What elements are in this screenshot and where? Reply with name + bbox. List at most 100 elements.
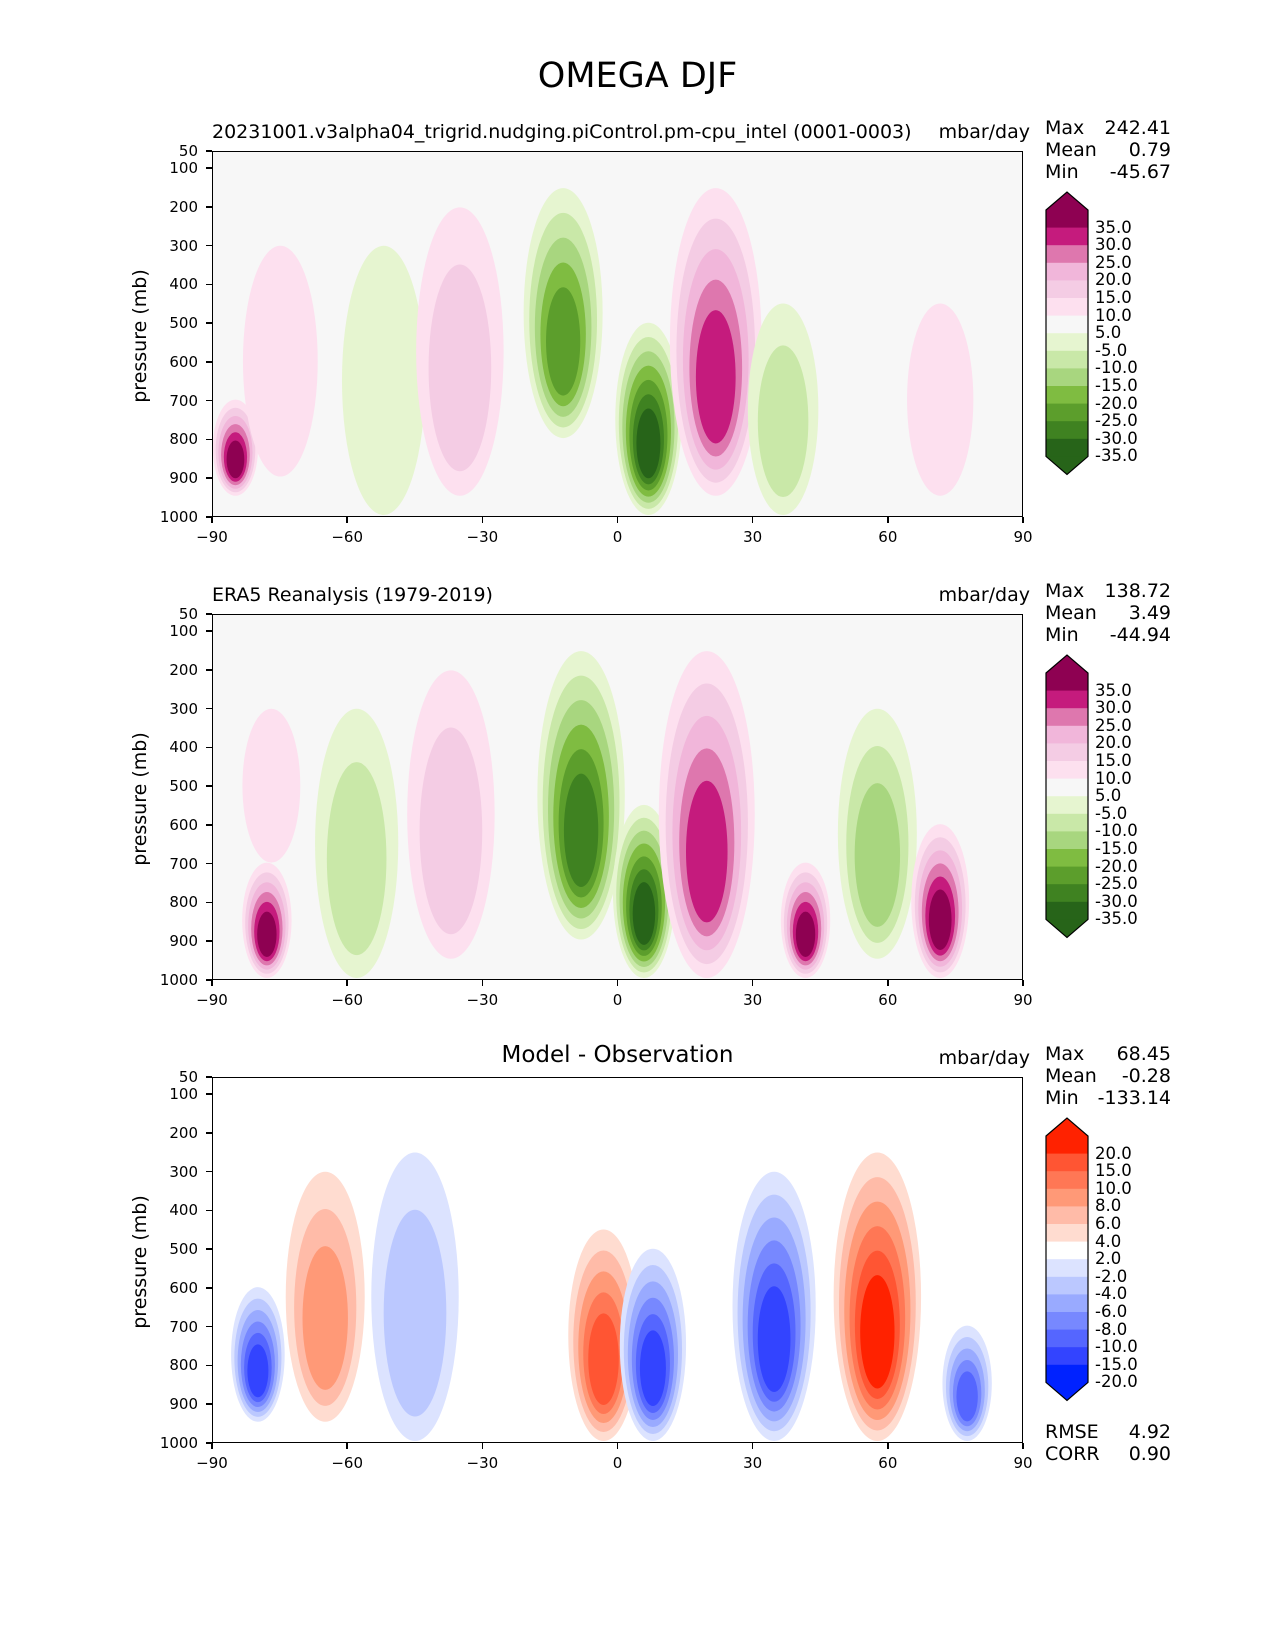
x-tick-label: −90: [196, 1454, 228, 1472]
y-tick-mark: [206, 1325, 212, 1328]
colorbar-tick-label: 6.0: [1095, 1214, 1122, 1233]
contour-feature: [911, 824, 970, 978]
contour-feature: [658, 651, 755, 978]
colorbar-tick-label: -20.0: [1095, 1372, 1138, 1392]
colorbar-swatch: [1046, 1276, 1088, 1295]
colorbar-tick-label: -35.0: [1095, 909, 1138, 929]
colorbar-swatch: [1046, 368, 1088, 387]
contour-band: [685, 780, 728, 923]
colorbar-tick-label: -20.0: [1095, 393, 1138, 413]
y-tick-label: 50: [178, 1068, 198, 1086]
colorbar-tick-label: 25.0: [1095, 252, 1132, 272]
colorbar-swatch: [1046, 438, 1088, 457]
colorbar-tick-label: 5.0: [1095, 323, 1122, 343]
contour-band: [795, 911, 816, 957]
colorbar-swatch: [1046, 1136, 1088, 1155]
x-tick-label: 90: [1013, 991, 1033, 1009]
stat-mean-label: Mean: [1045, 602, 1097, 624]
colorbar-tick-label: 25.0: [1095, 715, 1132, 735]
stat-min-label: Min: [1045, 1087, 1079, 1109]
stat-mean-value: 0.79: [1128, 139, 1171, 161]
stat-max-label: Max: [1045, 580, 1085, 602]
stat-max-value: 138.72: [1104, 580, 1171, 602]
y-tick-mark: [206, 438, 212, 441]
y-tick-mark: [206, 979, 212, 981]
colorbar-swatch: [1046, 1329, 1088, 1348]
colorbar-tick-label: 4.0: [1095, 1231, 1122, 1251]
figure-title: OMEGA DJF: [537, 56, 738, 96]
y-tick-label: 200: [169, 660, 198, 679]
colorbar-swatch: [1046, 743, 1088, 762]
colorbar-outline: [1045, 1117, 1089, 1402]
x-tick-mark: [751, 1443, 754, 1449]
colorbar-tick-label: -5.0: [1095, 803, 1128, 823]
colorbar-swatch: [1046, 1188, 1088, 1207]
x-tick-mark: [1022, 1443, 1024, 1449]
contour-band: [956, 1371, 978, 1422]
stat-max-label: Max: [1045, 117, 1085, 139]
contour-field: [213, 188, 974, 515]
x-tick-mark: [887, 980, 889, 986]
y-tick-mark: [206, 785, 212, 787]
colorbar-tick-label: 15.0: [1095, 1161, 1132, 1181]
stat-mean-label: Mean: [1045, 1065, 1097, 1087]
y-tick-label: 500: [169, 314, 198, 333]
contour-feature: [942, 1325, 992, 1441]
contour-feature: [315, 708, 399, 978]
colorbar-swatch: [1046, 350, 1088, 369]
contour-feature: [837, 708, 917, 959]
contour-band: [928, 889, 952, 950]
colorbar-swatch: [1046, 778, 1088, 797]
y-tick-mark: [206, 613, 212, 615]
colorbar-bar: [1045, 1117, 1089, 1402]
colorbar-swatch: [1046, 386, 1088, 405]
colorbar-tick-label: -25.0: [1095, 411, 1138, 431]
contour-feature: [416, 207, 504, 496]
colorbar-swatch: [1046, 884, 1088, 903]
stats-box: Max 138.72 Mean 3.49 Min -44.94: [1045, 580, 1171, 646]
contour-band: [341, 245, 426, 515]
contour-feature: [523, 188, 603, 439]
x-tick-mark: [887, 517, 889, 523]
x-tick-label: −90: [196, 991, 228, 1009]
contour-feature: [780, 862, 831, 978]
contour-feature: [242, 862, 292, 978]
stat-max-value: 68.45: [1116, 1043, 1171, 1065]
colorbar-tick-label: 10.0: [1095, 305, 1132, 325]
x-tick-mark: [346, 980, 348, 986]
colorbar-swatch: [1046, 1206, 1088, 1225]
stat-max-value: 242.41: [1104, 117, 1171, 139]
x-tick-mark: [887, 1443, 889, 1449]
contour-band: [860, 1275, 895, 1389]
colorbar-swatch: [1046, 1224, 1088, 1243]
x-tick-label: 60: [878, 1454, 898, 1472]
contour-feature: [615, 322, 682, 515]
contour-band: [242, 245, 318, 477]
y-tick-label: 700: [169, 1317, 198, 1336]
panel-title: ERA5 Reanalysis (1979-2019): [212, 584, 493, 606]
y-tick-mark: [206, 1132, 212, 1134]
colorbar-swatch: [1046, 831, 1088, 850]
panel-title: Model - Observation: [501, 1042, 734, 1068]
rmse-label: RMSE: [1045, 1421, 1099, 1443]
x-tick-mark: [1022, 517, 1024, 523]
stat-mean-label: Mean: [1045, 139, 1097, 161]
y-tick-label: 1000: [159, 971, 198, 989]
metrics-box: RMSE 4.92 CORR 0.90: [1045, 1421, 1171, 1465]
contour-feature: [907, 303, 974, 496]
stat-min-value: -44.94: [1109, 624, 1171, 646]
colorbar-bar: [1045, 654, 1089, 939]
colorbar-swatch: [1046, 813, 1088, 832]
y-tick-mark: [206, 150, 212, 152]
contour-band: [639, 1330, 666, 1406]
y-tick-mark: [206, 516, 212, 518]
contour-feature: [747, 303, 819, 515]
colorbar-swatch: [1046, 901, 1088, 920]
y-tick-label: 100: [169, 622, 198, 640]
y-tick-mark: [206, 940, 212, 942]
colorbar-tick-label: 20.0: [1095, 270, 1132, 290]
y-tick-label: 800: [169, 430, 198, 449]
y-tick-label: 300: [169, 699, 198, 718]
colorbar-swatch: [1046, 262, 1088, 281]
y-tick-label: 700: [169, 854, 198, 873]
